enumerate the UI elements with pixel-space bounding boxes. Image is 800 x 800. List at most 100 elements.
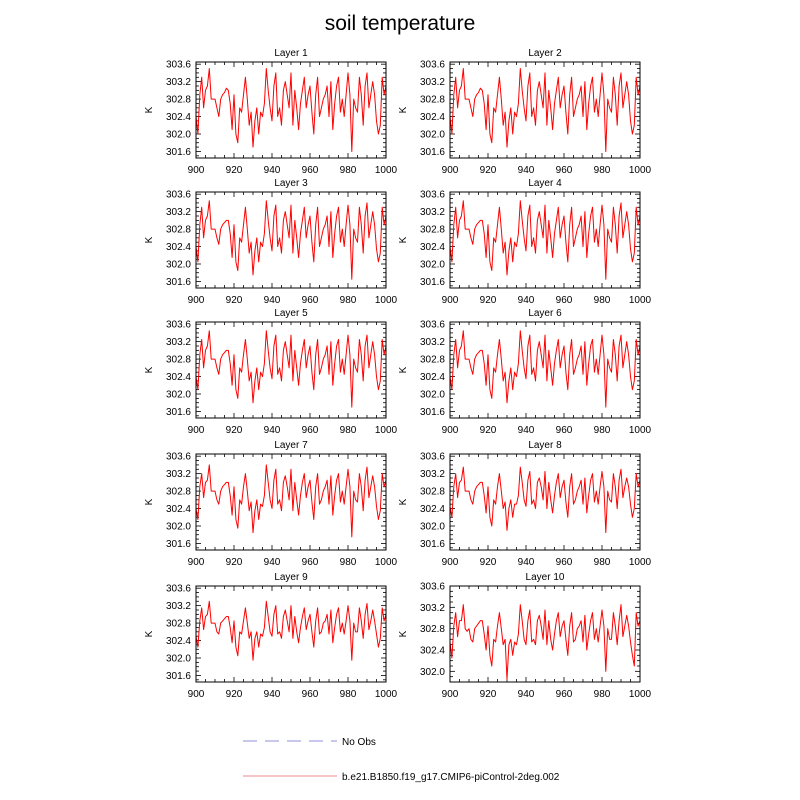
- y-tick-label: 303.2: [166, 337, 191, 348]
- y-tick-label: 302.8: [166, 487, 191, 498]
- x-tick-label: 960: [556, 295, 573, 306]
- x-tick-label: 900: [188, 165, 205, 176]
- x-tick-label: 900: [188, 557, 205, 568]
- y-tick-label: 302.0: [420, 130, 445, 141]
- plot-frame-layer-5: [195, 321, 387, 419]
- ylabel-layer-7: K: [144, 498, 155, 505]
- y-tick-label: 303.6: [166, 452, 191, 463]
- y-tick-label: 302.8: [166, 95, 191, 106]
- y-tick-label: 302.0: [166, 522, 191, 533]
- panel-title-layer-5: Layer 5: [274, 308, 308, 319]
- series-line-layer-9: [195, 600, 387, 661]
- panel-layer-8: Layer 8 K 900 920 940 960 980 1000 301.6 302.0 302…: [398, 440, 652, 568]
- x-tick-label: 900: [442, 295, 459, 306]
- x-tick-label: 980: [594, 689, 611, 700]
- panel-layer-4: Layer 4 K 900 920 940 960 980 1000 301.6 302.0 302…: [398, 178, 652, 306]
- y-tick-label: 302.8: [420, 355, 445, 366]
- panel-title-layer-9: Layer 9: [274, 572, 308, 583]
- x-tick-label: 920: [226, 165, 243, 176]
- x-tick-label: 920: [226, 689, 243, 700]
- x-tick-label: 900: [442, 425, 459, 436]
- y-tick-label: 303.2: [166, 469, 191, 480]
- series-line-layer-4: [449, 200, 641, 280]
- plot-frame-layer-3: [195, 191, 387, 289]
- x-tick-label: 900: [188, 689, 205, 700]
- x-tick-label: 920: [226, 295, 243, 306]
- x-tick-label: 1000: [375, 557, 398, 568]
- series-line-layer-1: [195, 68, 387, 152]
- panel-layer-3: Layer 3 K 900 920 940 960 980 1000 301.6 302.0 302…: [144, 178, 398, 306]
- x-tick-label: 940: [518, 165, 535, 176]
- x-tick-label: 980: [340, 557, 357, 568]
- x-tick-label: 900: [442, 557, 459, 568]
- x-tick-label: 960: [556, 689, 573, 700]
- y-tick-label: 301.6: [420, 147, 445, 158]
- y-tick-label: 303.2: [420, 603, 445, 614]
- panel-layer-10: Layer 10 K 900 920 940 960 980 1000 302.0 302.4 30…: [398, 572, 652, 700]
- figure-title: soil temperature: [325, 12, 476, 35]
- series-line-layer-3: [195, 200, 387, 280]
- y-tick-label: 302.4: [420, 112, 445, 123]
- x-tick-label: 960: [556, 425, 573, 436]
- y-tick-label: 302.0: [166, 654, 191, 665]
- y-tick-label: 301.6: [166, 539, 191, 550]
- panel-layer-7: Layer 7 K 900 920 940 960 980 1000 301.6 302.0 302…: [144, 440, 398, 568]
- y-tick-label: 302.4: [420, 646, 445, 657]
- x-tick-label: 1000: [629, 425, 652, 436]
- x-tick-label: 940: [264, 557, 281, 568]
- y-tick-label: 303.2: [166, 207, 191, 218]
- panel-title-layer-7: Layer 7: [274, 440, 308, 451]
- y-tick-label: 302.0: [420, 667, 445, 678]
- y-tick-label: 303.6: [166, 60, 191, 71]
- x-tick-label: 940: [518, 689, 535, 700]
- panels: Layer 1 K 900 920 940 960 980 1000 301.6 302.0 302…: [144, 48, 652, 700]
- y-tick-label: 303.2: [420, 337, 445, 348]
- panel-layer-1: Layer 1 K 900 920 940 960 980 1000 301.6 302.0 302…: [144, 48, 398, 176]
- plot-frame-layer-10: [449, 585, 641, 683]
- y-tick-label: 302.8: [166, 619, 191, 630]
- y-tick-label: 301.6: [166, 147, 191, 158]
- y-tick-label: 302.8: [420, 624, 445, 635]
- x-tick-label: 980: [594, 165, 611, 176]
- y-tick-label: 302.0: [166, 260, 191, 271]
- x-tick-label: 980: [594, 557, 611, 568]
- series-line-layer-6: [449, 330, 641, 408]
- legend-label-model: b.e21.B1850.f19_g17.CMIP6-piControl-2deg…: [342, 772, 560, 783]
- x-tick-label: 980: [340, 295, 357, 306]
- x-tick-label: 940: [518, 557, 535, 568]
- legend: No Obs b.e21.B1850.f19_g17.CMIP6-piContr…: [243, 737, 560, 783]
- panel-title-layer-6: Layer 6: [528, 308, 562, 319]
- x-tick-label: 960: [302, 557, 319, 568]
- ylabel-layer-9: K: [144, 630, 155, 637]
- panel-layer-5: Layer 5 K 900 920 940 960 980 1000 301.6 302.0 302…: [144, 308, 398, 436]
- y-tick-label: 303.6: [166, 584, 191, 595]
- y-tick-label: 302.8: [420, 95, 445, 106]
- y-tick-label: 302.4: [166, 242, 191, 253]
- y-tick-label: 302.4: [166, 372, 191, 383]
- x-tick-label: 980: [340, 165, 357, 176]
- x-tick-label: 1000: [629, 557, 652, 568]
- ylabel-layer-1: K: [144, 106, 155, 113]
- y-tick-label: 302.0: [166, 390, 191, 401]
- x-tick-label: 940: [264, 425, 281, 436]
- ylabel-layer-10: K: [398, 630, 409, 637]
- y-tick-label: 303.6: [420, 60, 445, 71]
- y-tick-label: 301.6: [166, 671, 191, 682]
- y-tick-label: 302.0: [166, 130, 191, 141]
- y-tick-label: 302.8: [166, 225, 191, 236]
- panel-title-layer-2: Layer 2: [528, 48, 562, 59]
- y-tick-label: 302.0: [420, 522, 445, 533]
- x-tick-label: 980: [594, 425, 611, 436]
- ylabel-layer-4: K: [398, 236, 409, 243]
- legend-label-no-obs: No Obs: [342, 737, 376, 748]
- x-tick-label: 940: [518, 425, 535, 436]
- y-tick-label: 302.8: [420, 225, 445, 236]
- x-tick-label: 920: [226, 557, 243, 568]
- ylabel-layer-2: K: [398, 106, 409, 113]
- ylabel-layer-3: K: [144, 236, 155, 243]
- y-tick-label: 303.2: [166, 77, 191, 88]
- panel-title-layer-4: Layer 4: [528, 178, 562, 189]
- x-tick-label: 900: [442, 689, 459, 700]
- series-line-layer-7: [195, 464, 387, 538]
